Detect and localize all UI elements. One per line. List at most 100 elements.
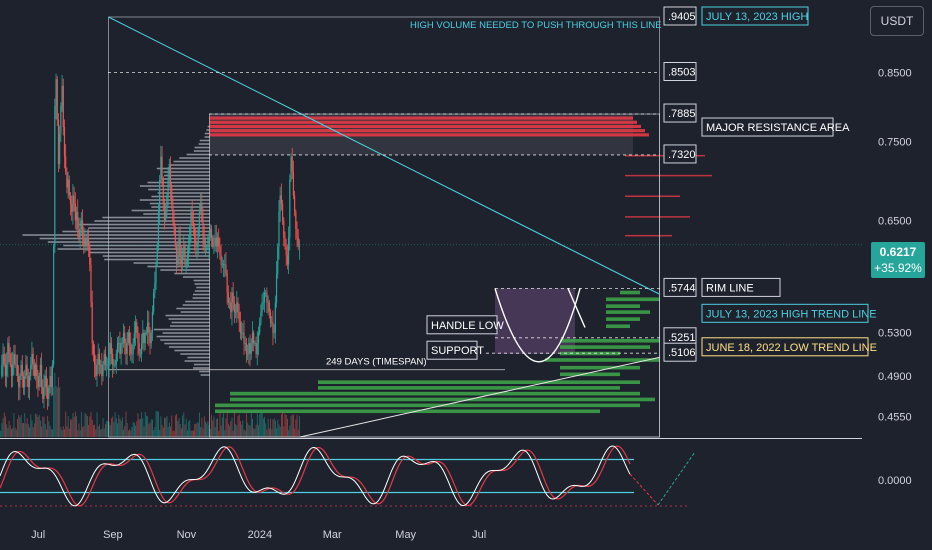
volume-bar xyxy=(102,418,104,437)
profile-bar xyxy=(184,360,210,362)
june-trend-label-box xyxy=(701,337,869,357)
profile-bar xyxy=(149,202,210,205)
volume-bar xyxy=(239,421,241,437)
candle-body xyxy=(95,364,97,376)
volume-bar xyxy=(258,425,259,437)
volume-bar xyxy=(120,420,122,437)
volume-bar xyxy=(32,427,34,437)
profile-bar xyxy=(63,244,210,247)
volume-bar xyxy=(48,421,50,437)
volume-bar xyxy=(184,424,186,437)
profile-bar xyxy=(193,150,210,152)
candle-body xyxy=(178,237,180,256)
candle-body xyxy=(160,156,162,180)
volume-bar xyxy=(106,420,108,437)
profile-bar xyxy=(153,328,210,331)
profile-bar xyxy=(157,192,210,194)
profile-bar xyxy=(193,363,210,366)
candle-body xyxy=(196,246,198,248)
candle-body xyxy=(137,332,139,344)
candle-body xyxy=(186,255,188,265)
candle-body xyxy=(201,203,203,221)
volume-bar xyxy=(262,418,264,437)
candle-body xyxy=(31,353,33,365)
volume-bar xyxy=(282,411,284,437)
candle-body xyxy=(280,195,282,204)
volume-bar xyxy=(150,419,152,437)
volume-bar xyxy=(83,426,85,437)
june-trend-label: JUNE 18, 2022 LOW TREND LINE xyxy=(706,342,877,354)
x-tick-label: 2024 xyxy=(248,529,272,541)
candle-body xyxy=(79,228,81,238)
profile-bar xyxy=(174,349,210,352)
support-volume-row xyxy=(560,338,660,343)
volume-bar xyxy=(114,412,116,437)
volume-bar xyxy=(289,425,291,437)
candle-body xyxy=(57,119,60,165)
volume-bar xyxy=(2,418,4,437)
candle-body xyxy=(214,237,216,247)
candle-body xyxy=(262,302,264,304)
volume-bar xyxy=(86,416,88,437)
volume-profile xyxy=(22,125,210,376)
july-trend-label-box xyxy=(701,303,869,323)
volume-bar xyxy=(203,416,205,437)
candle-body xyxy=(281,203,284,221)
candle-body xyxy=(195,237,197,247)
candle-body xyxy=(115,353,117,365)
volume-bar xyxy=(25,423,27,437)
candle-body xyxy=(4,364,7,376)
profile-bar xyxy=(173,160,210,163)
volume-bar xyxy=(8,420,10,437)
profile-bar xyxy=(164,174,210,177)
candle-body xyxy=(230,302,232,313)
volume-bar xyxy=(274,420,276,437)
candle-body xyxy=(168,164,170,180)
volume-bar xyxy=(162,427,164,437)
candle-body xyxy=(77,211,79,229)
candle-body xyxy=(213,246,215,248)
profile-bar xyxy=(193,367,210,369)
candle-body xyxy=(112,353,114,365)
volume-bar xyxy=(283,426,285,437)
volume-bar xyxy=(21,423,23,437)
candle-body xyxy=(40,364,43,388)
candle-body xyxy=(138,343,140,354)
candle-body xyxy=(45,375,47,388)
profile-bar xyxy=(148,188,210,191)
candle-body xyxy=(109,343,111,354)
volume-bar xyxy=(173,430,175,437)
y-tick-label: 0.4900 xyxy=(878,371,912,383)
oscillator-pane: 0.0000 xyxy=(0,438,912,507)
volume-bar xyxy=(178,418,180,437)
volume-bar xyxy=(17,419,18,437)
volume-bar xyxy=(79,429,81,437)
volume-bar xyxy=(220,425,222,437)
candle-body xyxy=(179,237,181,256)
volume-bars xyxy=(0,372,300,437)
candle-body xyxy=(24,375,26,388)
volume-bar xyxy=(248,424,250,437)
quote-currency-badge[interactable]: USDT xyxy=(870,6,924,36)
volume-bar xyxy=(153,430,155,437)
volume-bar xyxy=(265,423,267,437)
volume-bar xyxy=(197,422,199,437)
candle-body xyxy=(279,195,281,212)
profile-bar xyxy=(78,223,210,226)
volume-bar xyxy=(276,428,278,437)
volume-bar xyxy=(137,413,139,437)
support-volume-row xyxy=(215,403,640,408)
volume-bar xyxy=(41,426,43,437)
volume-bar xyxy=(242,420,244,437)
volume-bar xyxy=(118,414,120,437)
candle-body xyxy=(194,228,196,238)
candle-body xyxy=(34,364,37,376)
quote-currency: USDT xyxy=(880,14,914,28)
volume-bar xyxy=(174,415,176,437)
resistance-volume-row xyxy=(625,234,672,237)
volume-bar xyxy=(250,411,252,437)
candles xyxy=(1,73,301,410)
candle-body xyxy=(33,364,35,376)
candle-body xyxy=(32,353,34,365)
